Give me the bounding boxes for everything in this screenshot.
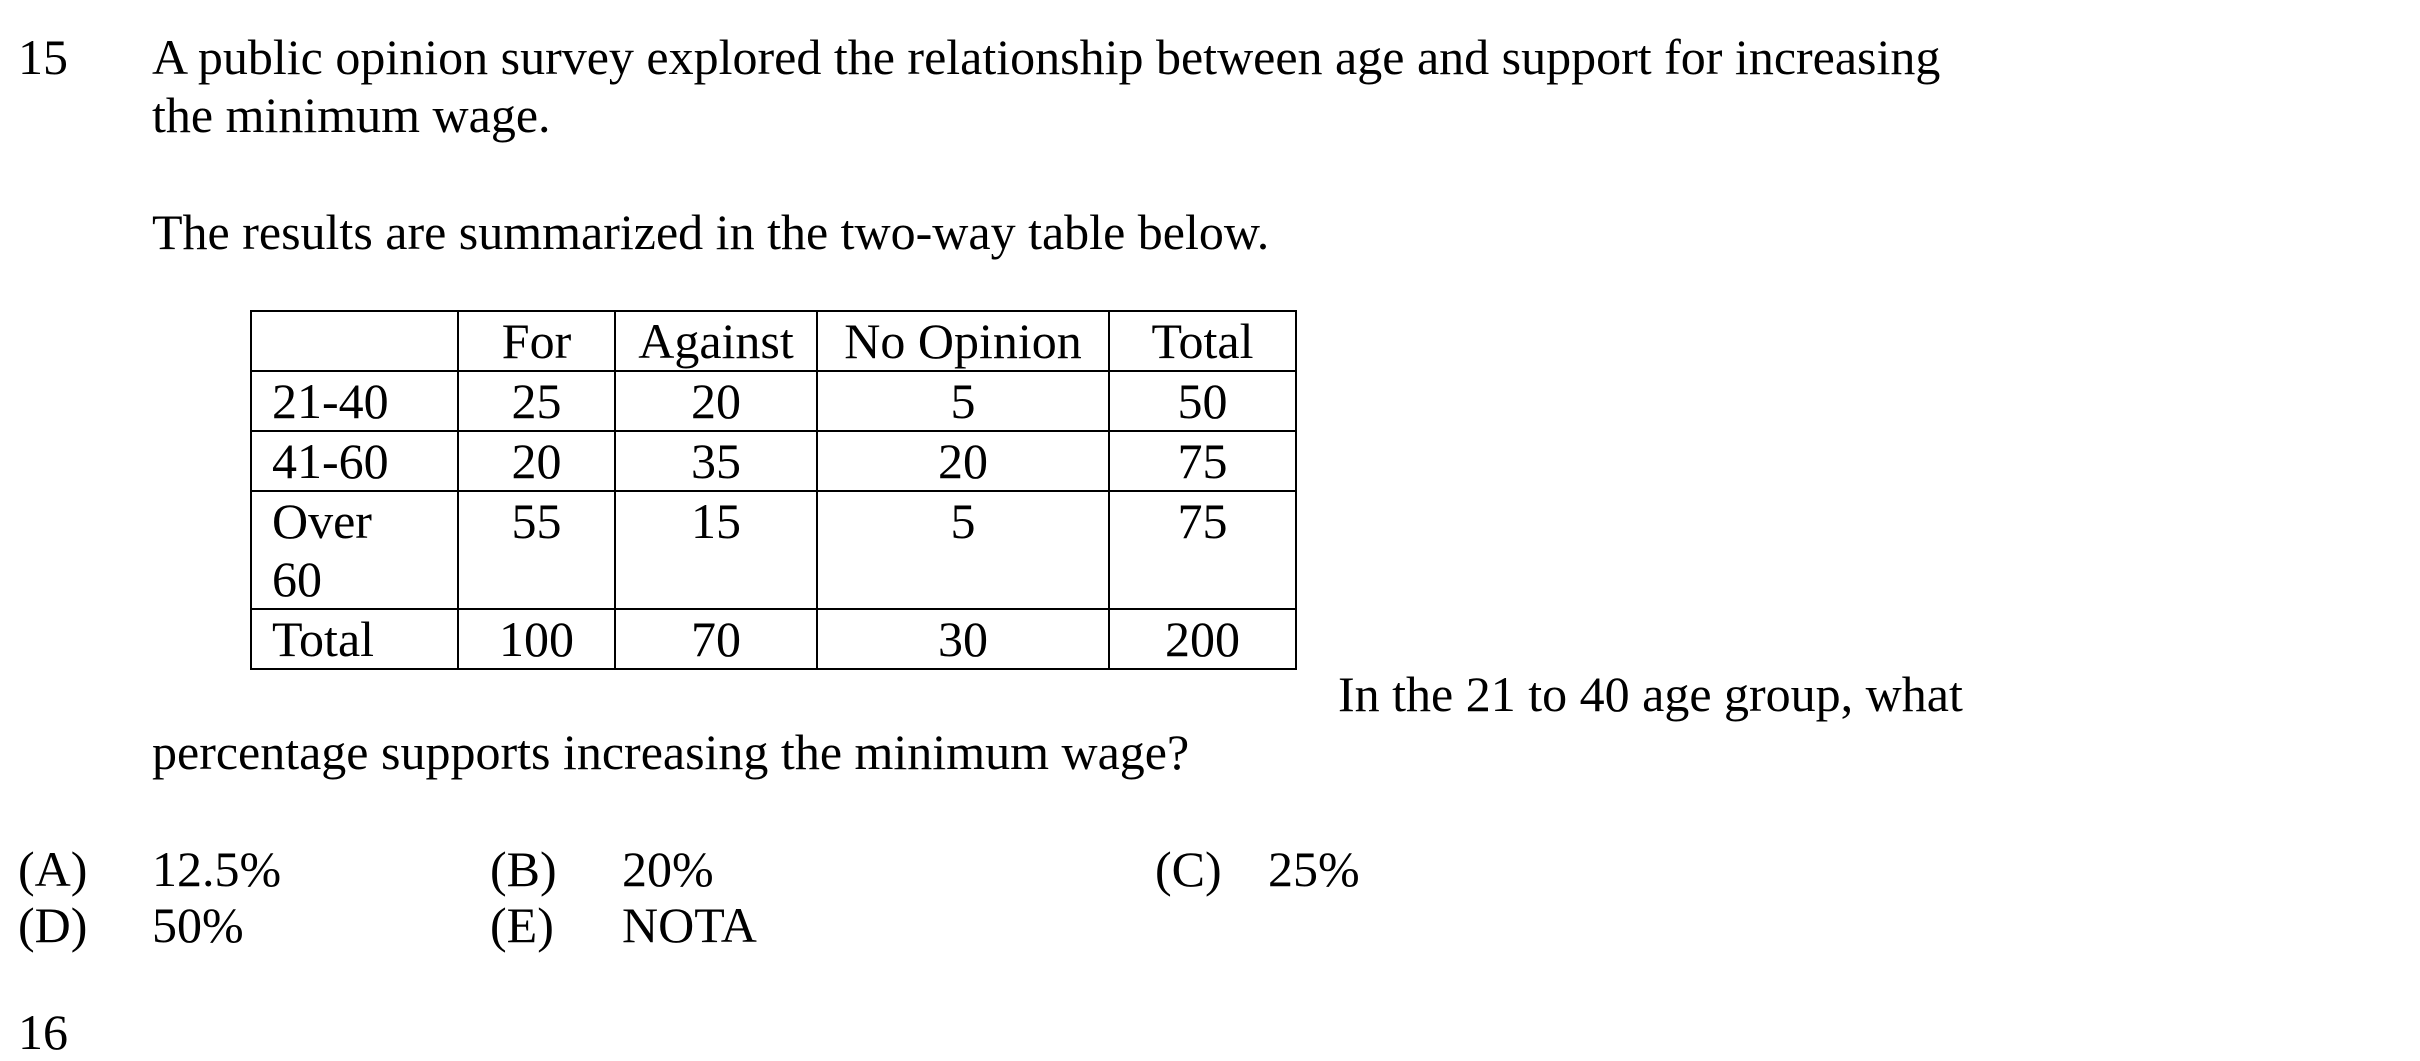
table-row: Over 60 55 15 5 75	[250, 490, 1297, 610]
row-label-over-60: Over 60	[250, 490, 459, 610]
table-cell: 20	[816, 430, 1110, 492]
table-cell: 25	[457, 370, 616, 432]
table-cell: 70	[614, 608, 818, 670]
question-prompt-line-1: In the 21 to 40 age group, what	[1338, 666, 1963, 722]
table-header-total: Total	[1108, 310, 1297, 372]
option-b-letter[interactable]: (B)	[490, 841, 557, 897]
row-label-over-60-line-1: Over	[272, 493, 372, 549]
table-header-empty	[250, 310, 459, 372]
table-cell: 100	[457, 608, 616, 670]
two-way-table: For Against No Opinion Total 21-40 25 20…	[250, 310, 1297, 670]
question-number: 15	[18, 29, 68, 85]
table-cell: 5	[816, 490, 1110, 610]
table-row: 41-60 20 35 20 75	[250, 430, 1297, 492]
option-e-text[interactable]: NOTA	[622, 897, 757, 953]
table-cell: 50	[1108, 370, 1297, 432]
table-cell: 20	[457, 430, 616, 492]
option-b-text[interactable]: 20%	[622, 841, 714, 897]
question-prompt-line-2: percentage supports increasing the minim…	[152, 724, 1190, 780]
table-cell: 30	[816, 608, 1110, 670]
row-label-41-60: 41-60	[250, 430, 459, 492]
option-a-text[interactable]: 12.5%	[152, 841, 282, 897]
table-header-row: For Against No Opinion Total	[250, 310, 1297, 372]
option-d-letter[interactable]: (D)	[18, 897, 88, 953]
option-d-text[interactable]: 50%	[152, 897, 244, 953]
next-question-number: 16	[18, 1004, 68, 1060]
row-label-over-60-line-2: 60	[272, 551, 322, 607]
table-header-against: Against	[614, 310, 818, 372]
option-e-letter[interactable]: (E)	[490, 897, 554, 953]
table-cell: 75	[1108, 490, 1297, 610]
row-label-21-40: 21-40	[250, 370, 459, 432]
table-cell: 35	[614, 430, 818, 492]
question-stem-line-2: the minimum wage.	[152, 87, 551, 143]
question-stem-line-1: A public opinion survey explored the rel…	[152, 29, 1941, 85]
table-header-no-opinion: No Opinion	[816, 310, 1110, 372]
table-cell: 20	[614, 370, 818, 432]
table-total-row: Total 100 70 30 200	[250, 608, 1297, 670]
option-c-letter[interactable]: (C)	[1155, 841, 1222, 897]
table-header-for: For	[457, 310, 616, 372]
table-cell: 15	[614, 490, 818, 610]
option-a-letter[interactable]: (A)	[18, 841, 88, 897]
option-c-text[interactable]: 25%	[1268, 841, 1360, 897]
table-cell: 5	[816, 370, 1110, 432]
table-cell: 55	[457, 490, 616, 610]
table-cell: 75	[1108, 430, 1297, 492]
row-label-total: Total	[250, 608, 459, 670]
table-row: 21-40 25 20 5 50	[250, 370, 1297, 432]
table-intro-text: The results are summarized in the two-wa…	[152, 204, 1270, 260]
table-cell: 200	[1108, 608, 1297, 670]
